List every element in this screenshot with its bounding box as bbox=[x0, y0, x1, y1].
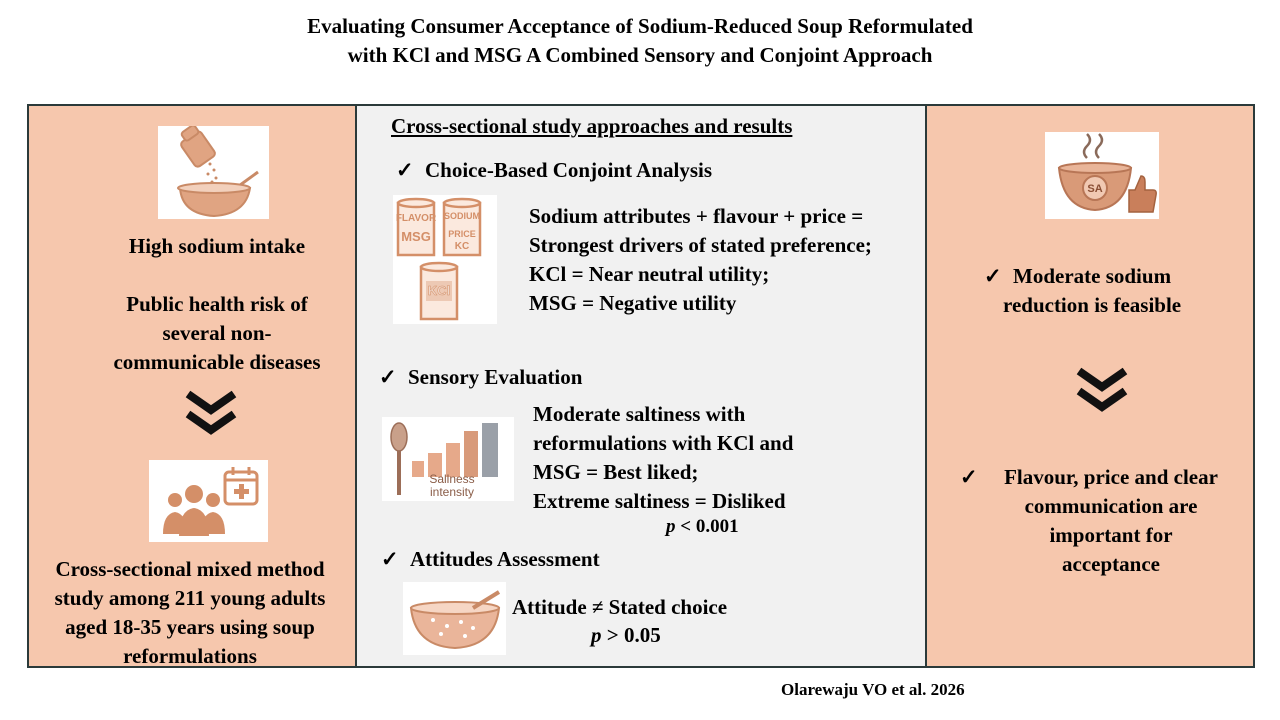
cbc-line-2: Strongest drivers of stated preference; bbox=[529, 233, 872, 257]
title-line-1: Evaluating Consumer Acceptance of Sodium… bbox=[307, 14, 973, 38]
cbc-check-icon: ✓ bbox=[396, 158, 414, 182]
cans-icon: FLAVOR MSG SODIUM PRICE KC KCl bbox=[393, 195, 497, 324]
sensory-results: Moderate saltiness with reformulations w… bbox=[533, 400, 793, 516]
health-risk-text: Public health risk of several non- commu… bbox=[27, 290, 407, 377]
attitudes-check-icon: ✓ bbox=[381, 547, 399, 571]
sensory-line-1: Moderate saltiness with bbox=[533, 402, 746, 426]
acceptance-line-3: important for bbox=[1049, 523, 1173, 547]
double-chevron-down-icon bbox=[184, 390, 238, 440]
middle-heading: Cross-sectional study approaches and res… bbox=[391, 114, 793, 138]
risk-line-2: several non- bbox=[162, 321, 272, 345]
feasible-line-1: Moderate sodium bbox=[1013, 264, 1172, 288]
sensory-line-2: reformulations with KCl and bbox=[533, 431, 794, 455]
can-label-flavor: FLAVOR bbox=[396, 213, 437, 224]
attitudes-p-rest: > 0.05 bbox=[601, 623, 661, 647]
study-line-2: study among 211 young adults bbox=[54, 586, 326, 610]
can-label-msg: MSG bbox=[401, 229, 431, 244]
acceptance-line-4: acceptance bbox=[1062, 552, 1160, 576]
study-line-1: Cross-sectional mixed method bbox=[55, 557, 325, 581]
right-check-2-icon: ✓ bbox=[960, 465, 978, 489]
title-line-2: with KCl and MSG A Combined Sensory and … bbox=[347, 43, 933, 67]
study-line-4: reformulations bbox=[123, 644, 257, 668]
soup-bowl-icon bbox=[403, 582, 506, 655]
sensory-p-rest: < 0.001 bbox=[675, 516, 739, 537]
study-line-3: aged 18-35 years using soup bbox=[65, 615, 315, 639]
saltiness-label-2: intensity bbox=[430, 485, 474, 499]
sensory-line-4: Extreme saltiness = Disliked bbox=[533, 489, 786, 513]
high-sodium-heading: High sodium intake bbox=[128, 234, 306, 258]
cbc-line-4: MSG = Negative utility bbox=[529, 291, 737, 315]
acceptance-text: Flavour, price and clear communication a… bbox=[980, 463, 1242, 579]
salt-shaker-bowl-icon bbox=[158, 126, 269, 219]
can-label-price: PRICE bbox=[448, 229, 476, 239]
sa-label: SA bbox=[1087, 183, 1102, 195]
spoon-saltiness-icon: Sallness intensity bbox=[382, 417, 514, 501]
can-label-kc: KC bbox=[455, 241, 469, 252]
sensory-p-symbol: p bbox=[666, 516, 676, 537]
sa-bowl-thumbs-up-icon: SA bbox=[1045, 132, 1159, 219]
cbc-title: Choice-Based Conjoint Analysis bbox=[425, 158, 713, 182]
saltiness-label-1: Sallness bbox=[429, 472, 474, 486]
right-double-chevron-down-icon bbox=[1075, 367, 1129, 417]
can-label-kcl: KCl bbox=[428, 283, 450, 298]
page-title: Evaluating Consumer Acceptance of Sodium… bbox=[0, 12, 1280, 70]
attitudes-p-value: p > 0.05 bbox=[591, 621, 661, 650]
sensory-check-icon: ✓ bbox=[379, 365, 397, 389]
sensory-title: Sensory Evaluation bbox=[408, 365, 583, 389]
attitudes-result: Attitude ≠ Stated choice bbox=[512, 595, 728, 619]
citation-footer: Olarewaju VO et al. 2026 bbox=[781, 680, 965, 699]
study-description: Cross-sectional mixed method study among… bbox=[0, 555, 380, 671]
can-label-sodium: SODIUM bbox=[444, 211, 480, 221]
risk-line-1: Public health risk of bbox=[126, 292, 308, 316]
cbc-results: Sodium attributes + flavour + price = St… bbox=[529, 202, 872, 318]
right-check-1-icon: ✓ bbox=[984, 264, 1002, 288]
feasible-line-2: reduction is feasible bbox=[1003, 293, 1182, 317]
attitudes-title: Attitudes Assessment bbox=[410, 547, 600, 571]
cbc-line-3: KCl = Near neutral utility; bbox=[529, 262, 770, 286]
cbc-line-1: Sodium attributes + flavour + price = bbox=[529, 204, 864, 228]
sensory-p-value: p < 0.001 bbox=[666, 515, 739, 539]
acceptance-line-2: communication are bbox=[1024, 494, 1198, 518]
acceptance-line-1: Flavour, price and clear bbox=[1004, 465, 1218, 489]
risk-line-3: communicable diseases bbox=[113, 350, 321, 374]
sensory-line-3: MSG = Best liked; bbox=[533, 460, 699, 484]
attitudes-p-symbol: p bbox=[591, 623, 602, 647]
people-calendar-icon bbox=[149, 460, 268, 542]
